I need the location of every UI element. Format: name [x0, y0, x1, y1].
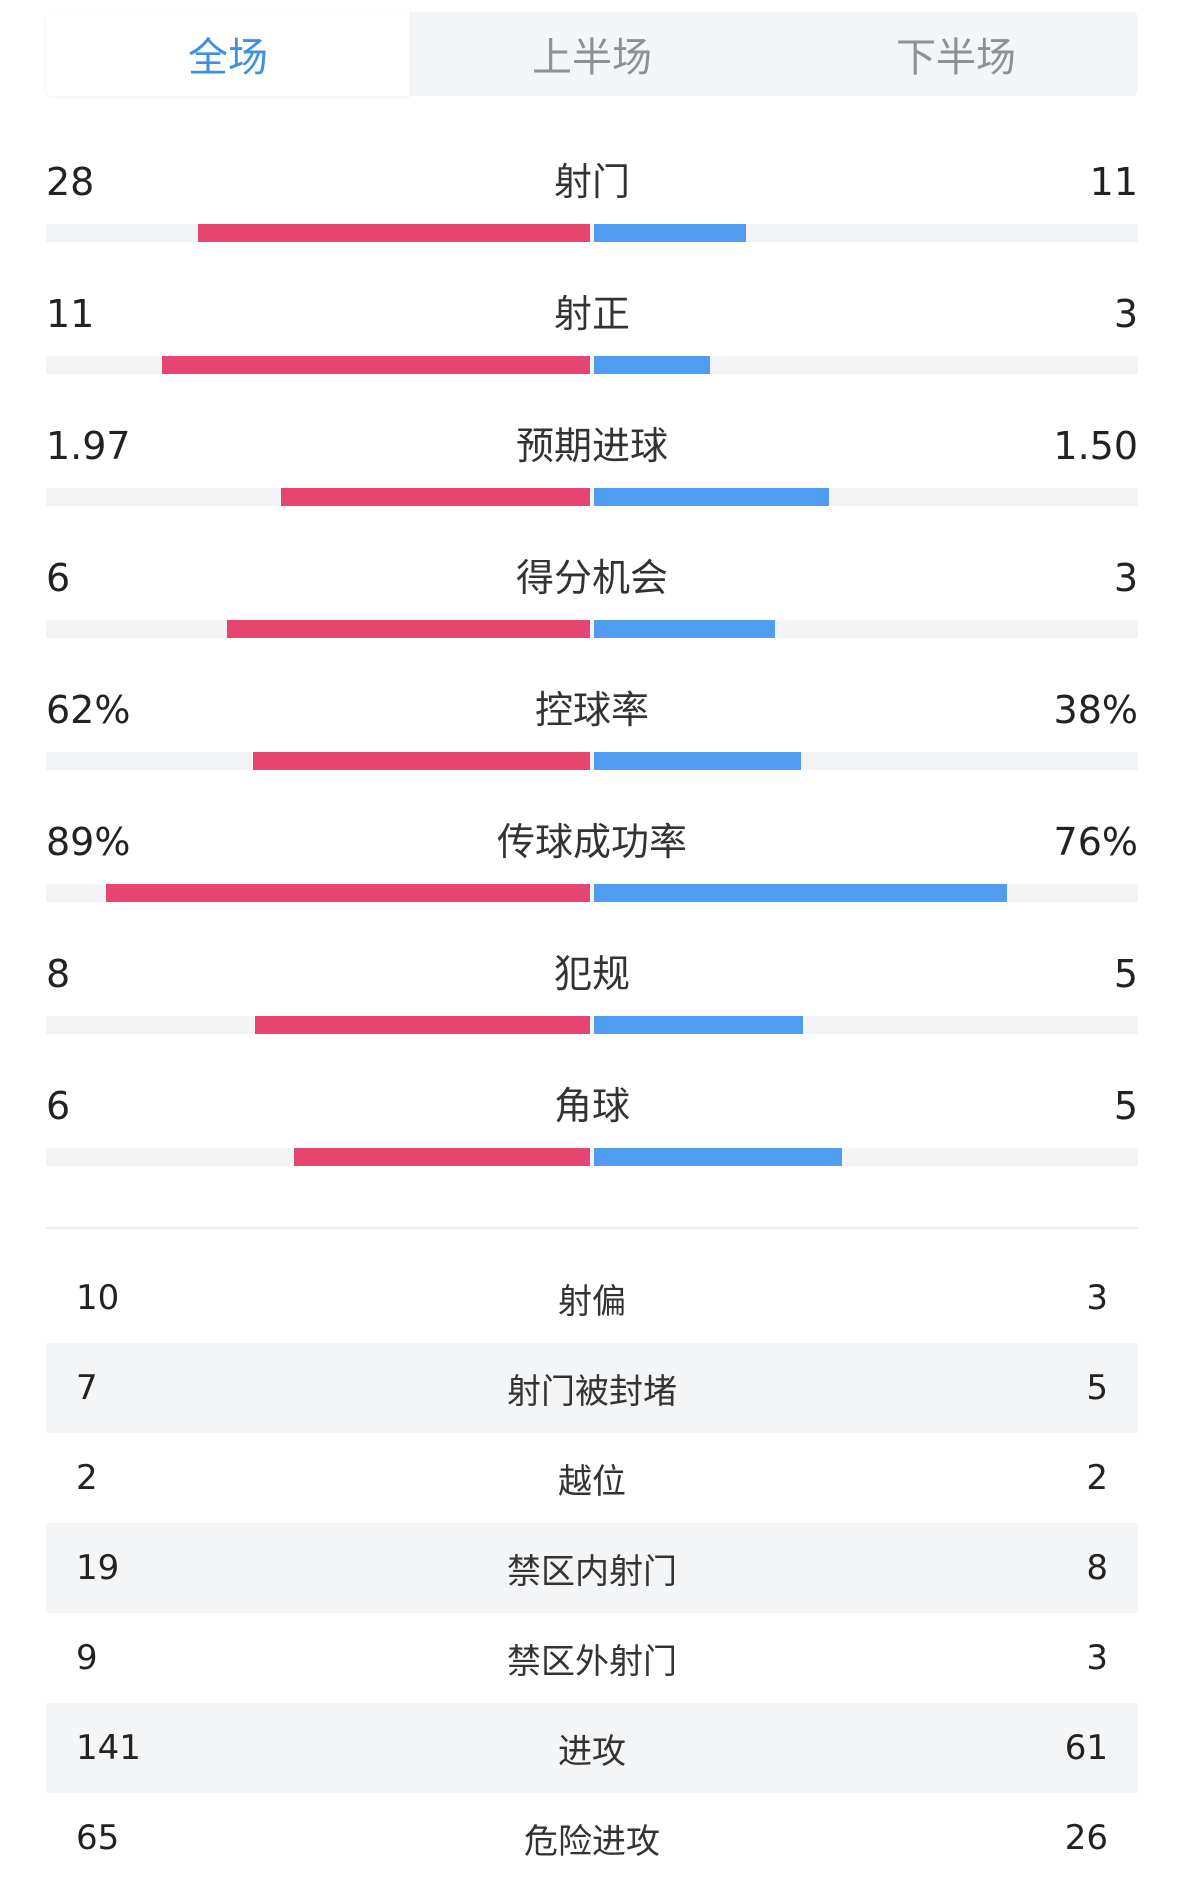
home-value: 8 [46, 952, 71, 996]
stat-label: 危险进攻 [524, 1821, 660, 1862]
stat-row-possession: 控球率 62% 38% [46, 658, 1138, 790]
stat-label: 射正 [553, 292, 630, 336]
tab-first-half[interactable]: 上半场 [532, 35, 652, 81]
comparison-bar [46, 356, 1138, 374]
stat-label: 角球 [553, 1084, 630, 1128]
stat-row-shots-on-target: 射正 11 3 [46, 262, 1138, 394]
table-row: 2 越位 2 [46, 1433, 1138, 1523]
stat-label: 进攻 [558, 1731, 626, 1772]
home-bar [253, 752, 590, 770]
away-value: 3 [1113, 556, 1138, 600]
stat-label: 得分机会 [515, 556, 668, 600]
table-row: 19 禁区内射门 8 [46, 1523, 1138, 1613]
away-value: 26 [1064, 1818, 1108, 1858]
stat-row-big-chances: 得分机会 6 3 [46, 526, 1138, 658]
home-value: 28 [46, 160, 95, 204]
home-value: 141 [76, 1728, 141, 1768]
stat-label: 传球成功率 [496, 820, 687, 864]
stat-label: 射门 [553, 160, 630, 204]
away-value: 8 [1086, 1548, 1108, 1588]
home-value: 65 [76, 1818, 120, 1858]
section-divider [46, 1227, 1138, 1229]
away-value: 76% [1053, 820, 1138, 864]
table-row: 7 射门被封堵 5 [46, 1343, 1138, 1433]
comparison-bar [46, 752, 1138, 770]
away-value: 2 [1086, 1458, 1108, 1498]
comparison-bar [46, 1016, 1138, 1034]
away-bar [594, 224, 746, 242]
away-bar [594, 356, 710, 374]
table-row: 10 射偏 3 [46, 1253, 1138, 1343]
home-bar [106, 884, 590, 902]
stat-row-shots: 射门 28 11 [46, 130, 1138, 262]
table-row: 141 进攻 61 [46, 1703, 1138, 1793]
away-value: 11 [1089, 160, 1138, 204]
away-value: 5 [1113, 952, 1138, 996]
home-bar [281, 488, 590, 506]
comparison-bar [46, 884, 1138, 902]
stat-label: 越位 [558, 1461, 626, 1502]
home-value: 6 [46, 1084, 71, 1128]
tab-second-half[interactable]: 下半场 [896, 35, 1016, 81]
home-value: 7 [76, 1368, 98, 1408]
home-value: 2 [76, 1458, 98, 1498]
away-bar [594, 752, 801, 770]
home-value: 6 [46, 556, 71, 600]
home-value: 89% [46, 820, 131, 864]
home-bar [198, 224, 590, 242]
away-value: 38% [1053, 688, 1138, 732]
away-bar [594, 488, 829, 506]
home-value: 10 [76, 1278, 120, 1318]
away-value: 3 [1086, 1638, 1108, 1678]
away-value: 5 [1086, 1368, 1108, 1408]
home-bar [227, 620, 590, 638]
away-value: 5 [1113, 1084, 1138, 1128]
stats-table: 10 射偏 3 7 射门被封堵 5 2 越位 2 19 禁区内射门 8 9 禁区… [46, 1253, 1138, 1883]
home-bar [294, 1148, 590, 1166]
home-value: 9 [76, 1638, 98, 1678]
bar-stats-list: 射门 28 11 射正 11 3 预期进球 1.97 1.50 得分机会 6 3 [46, 130, 1138, 1186]
stat-label: 射偏 [558, 1281, 626, 1322]
away-value: 61 [1064, 1728, 1108, 1768]
away-bar [594, 1016, 803, 1034]
stat-row-pass-accuracy: 传球成功率 89% 76% [46, 790, 1138, 922]
stat-label: 犯规 [553, 952, 630, 996]
away-bar [594, 1148, 842, 1166]
away-value: 1.50 [1053, 424, 1138, 468]
away-value: 3 [1113, 292, 1138, 336]
stat-label: 预期进球 [515, 424, 668, 468]
comparison-bar [46, 224, 1138, 242]
period-tabs: 全场 上半场 下半场 [46, 12, 1138, 96]
stat-row-expected-goals: 预期进球 1.97 1.50 [46, 394, 1138, 526]
table-row: 9 禁区外射门 3 [46, 1613, 1138, 1703]
stat-row-fouls: 犯规 8 5 [46, 922, 1138, 1054]
comparison-bar [46, 1148, 1138, 1166]
table-row: 65 危险进攻 26 [46, 1793, 1138, 1883]
away-value: 3 [1086, 1278, 1108, 1318]
home-value: 1.97 [46, 424, 131, 468]
stat-label: 射门被封堵 [507, 1371, 677, 1412]
home-bar [255, 1016, 590, 1034]
home-value: 62% [46, 688, 131, 732]
away-bar [594, 620, 775, 638]
stat-row-corners: 角球 6 5 [46, 1054, 1138, 1186]
home-value: 19 [76, 1548, 120, 1588]
comparison-bar [46, 620, 1138, 638]
stat-label: 控球率 [534, 688, 649, 732]
home-value: 11 [46, 292, 95, 336]
comparison-bar [46, 488, 1138, 506]
stat-label: 禁区外射门 [507, 1641, 677, 1682]
home-bar [162, 356, 590, 374]
away-bar [594, 884, 1007, 902]
tab-full-match[interactable]: 全场 [46, 12, 410, 96]
stat-label: 禁区内射门 [507, 1551, 677, 1592]
